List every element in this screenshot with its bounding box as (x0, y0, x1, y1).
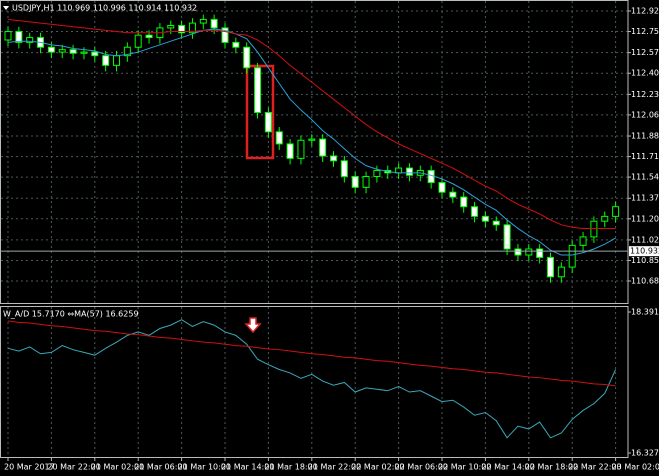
candle-body (351, 176, 359, 188)
x-tick-label: 20 Mar 2017 (4, 463, 55, 472)
candle-body (15, 31, 23, 43)
x-tick-label: 21 Mar 10:00 (178, 463, 231, 472)
y-tick-label: 111.200 (631, 214, 659, 223)
candle-body (612, 206, 620, 217)
y-tick-label: 112.405 (631, 69, 659, 78)
x-tick-label: 22 Mar 02:00 (351, 463, 404, 472)
candle-body (568, 244, 576, 268)
candle-body (492, 220, 500, 226)
x-tick-label: 21 Mar 02:00 (91, 463, 144, 472)
candle-body (503, 224, 511, 250)
current-price-box (629, 246, 659, 257)
candle-body (340, 160, 348, 178)
candle-body (58, 49, 66, 53)
candle-body (471, 206, 479, 217)
main-frame (0, 0, 629, 304)
candle-body (275, 131, 283, 145)
candle-body (557, 266, 565, 278)
x-tick-label: 20 Mar 22:00 (47, 463, 100, 472)
candle-body (254, 67, 262, 113)
candle-body (460, 196, 468, 208)
candle-body (80, 51, 88, 54)
chart-title: USDJPY,H1 110.969 110.996 110.914 110.93… (12, 4, 197, 13)
candle-body (405, 167, 413, 176)
y-tick-label: 111.885 (631, 132, 659, 141)
candle-body (308, 138, 316, 141)
y-tick-label: 111.715 (631, 152, 659, 161)
candle-body (134, 34, 142, 48)
y-tick-label: 112.920 (631, 7, 659, 16)
candle-body (145, 34, 153, 39)
candle-body (243, 46, 251, 69)
x-tick-label: 22 Mar 10:00 (438, 463, 491, 472)
x-tick-label: 22 Mar 18:00 (525, 463, 578, 472)
candle-body (232, 41, 240, 48)
candle-body (330, 155, 337, 162)
candle-body (525, 248, 533, 256)
candle-body (319, 138, 327, 157)
candle-body (449, 191, 457, 198)
candle-body (264, 111, 272, 133)
candle-body (102, 55, 110, 66)
x-tick-label: 21 Mar 18:00 (264, 463, 317, 472)
x-tick-label: 22 Mar 14:00 (481, 463, 534, 472)
y-tick-label: 110.855 (631, 256, 659, 265)
x-tick-label: 22 Mar 22:00 (568, 463, 621, 472)
indicator-line (7, 319, 617, 439)
candle-body (188, 22, 196, 34)
candle-body (199, 18, 207, 24)
candle-body (362, 176, 370, 188)
y-tick-label: 112.230 (631, 90, 659, 99)
x-tick-label: 21 Mar 22:00 (308, 463, 361, 472)
candle-body (123, 46, 131, 57)
candle-body (4, 31, 12, 41)
highlight-box (245, 64, 275, 160)
menu-arrow (3, 6, 9, 10)
candle-body (438, 182, 446, 193)
down-arrow (244, 317, 262, 334)
y-tick-label: 111.025 (631, 235, 659, 244)
candle-body (113, 55, 120, 66)
candle-body (590, 220, 598, 238)
x-tick-label: 21 Mar 06:00 (134, 463, 187, 472)
y-tick-label: 111.370 (631, 194, 659, 203)
x-tick-label: 23 Mar 02:00 (612, 463, 659, 472)
x-tick-label: 21 Mar 14:00 (221, 463, 274, 472)
candle-body (297, 139, 305, 159)
candle-body (373, 169, 381, 178)
y-tick-label: 112.750 (631, 27, 659, 36)
candle-body (286, 143, 294, 159)
candle-body (26, 37, 34, 43)
candle-body (221, 27, 229, 43)
sub-frame (0, 306, 629, 458)
candle-body (69, 49, 77, 54)
candle-body (178, 24, 186, 34)
candle-body (547, 256, 554, 278)
candle-body (601, 215, 609, 222)
candle-body (579, 236, 587, 246)
moving-average (7, 28, 616, 256)
x-tick-label: 22 Mar 06:00 (395, 463, 448, 472)
candle-body (47, 46, 55, 53)
y-tick-label: 112.060 (631, 110, 659, 119)
indicator-title: W_A/D 15.7170 ⇔MA(57) 16.6259 (3, 310, 139, 319)
indicator-line (7, 320, 616, 387)
candle-body (167, 24, 175, 29)
current-price-label: 110.932 (630, 247, 659, 256)
y-tick-label: 110.685 (631, 277, 659, 286)
candle-body (210, 18, 218, 29)
y-tick-label: 112.575 (631, 48, 659, 57)
candle-body (514, 248, 522, 256)
y-tick-label: 111.545 (631, 173, 659, 182)
moving-average (7, 18, 616, 229)
candle-body (536, 248, 544, 258)
candle-body (481, 215, 489, 222)
y-tick-label: 18.3919 (631, 308, 659, 317)
candle-body (91, 51, 99, 57)
